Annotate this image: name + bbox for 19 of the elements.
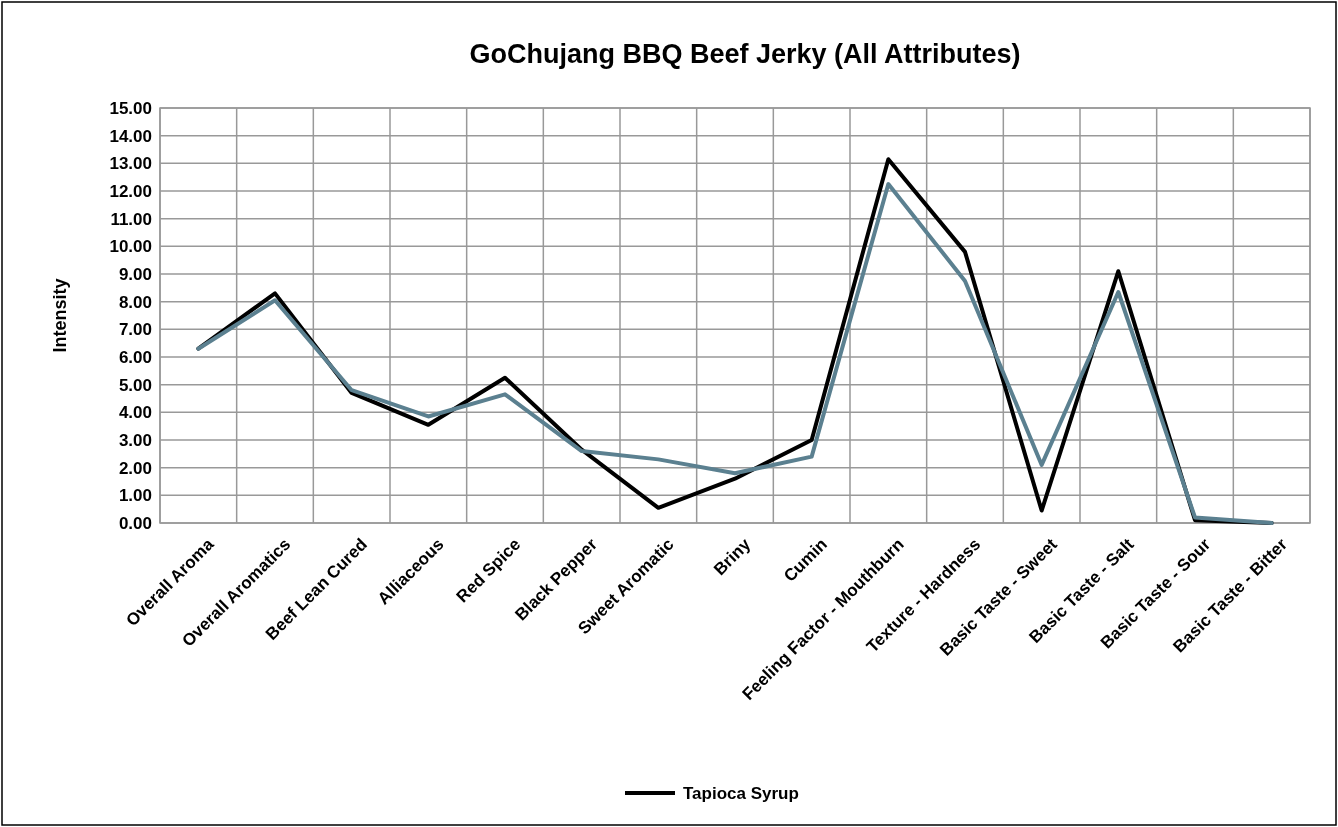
y-tick-label: 2.00: [118, 458, 152, 478]
y-tick-label: 15.00: [109, 98, 152, 118]
y-tick-label: 0.00: [118, 513, 152, 533]
y-tick-label: 3.00: [118, 430, 152, 450]
y-tick-label: 5.00: [118, 375, 152, 395]
y-tick-label: 14.00: [109, 126, 152, 146]
y-tick-label: 1.00: [118, 486, 152, 506]
y-tick-label: 9.00: [118, 264, 152, 284]
y-tick-label: 12.00: [109, 181, 152, 201]
y-tick-label: 6.00: [118, 347, 152, 367]
chart-title: GoChujang BBQ Beef Jerky (All Attributes): [469, 39, 1021, 69]
y-axis-title: Intensity: [50, 278, 70, 353]
y-tick-label: 10.00: [109, 237, 152, 257]
y-tick-label: 8.00: [118, 292, 152, 312]
legend-label: Tapioca Syrup: [683, 783, 799, 803]
y-tick-label: 11.00: [110, 209, 152, 229]
y-tick-label: 13.00: [109, 154, 152, 174]
y-tick-label: 4.00: [118, 403, 152, 423]
y-tick-label: 7.00: [118, 320, 152, 340]
